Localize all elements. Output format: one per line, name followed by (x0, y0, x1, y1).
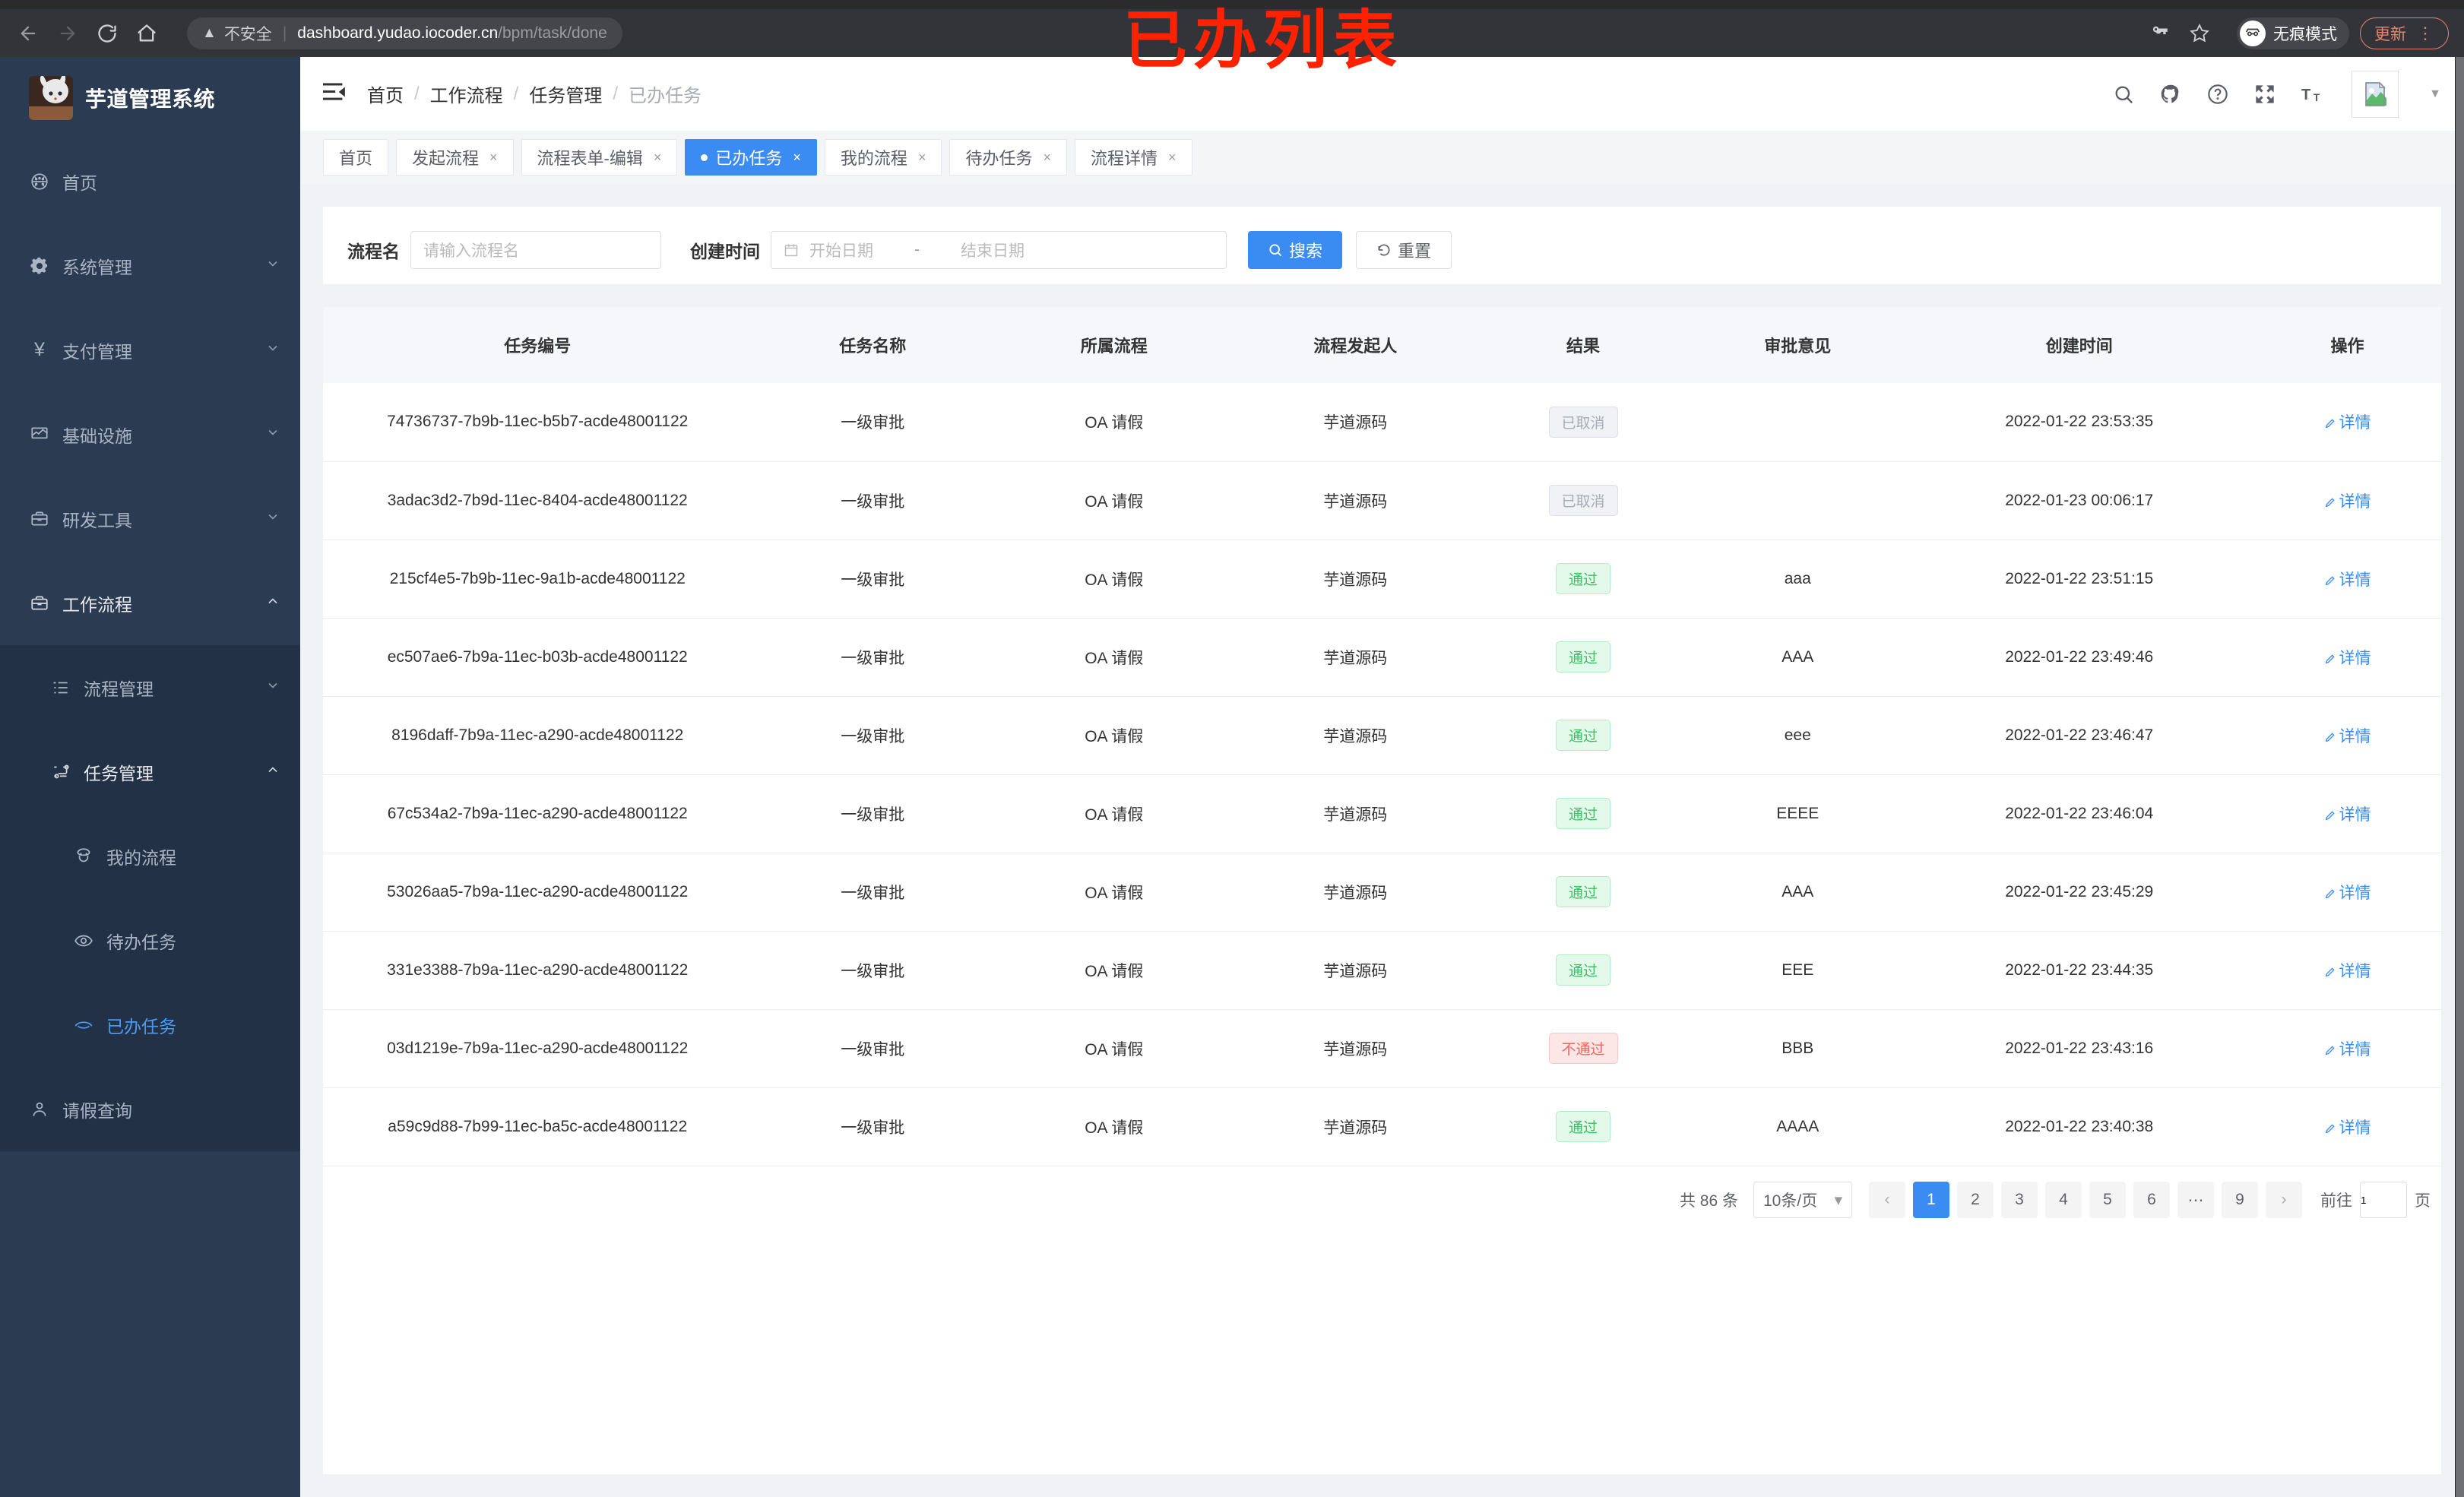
svg-text:T: T (2301, 87, 2311, 103)
svg-text:T: T (2314, 90, 2320, 103)
